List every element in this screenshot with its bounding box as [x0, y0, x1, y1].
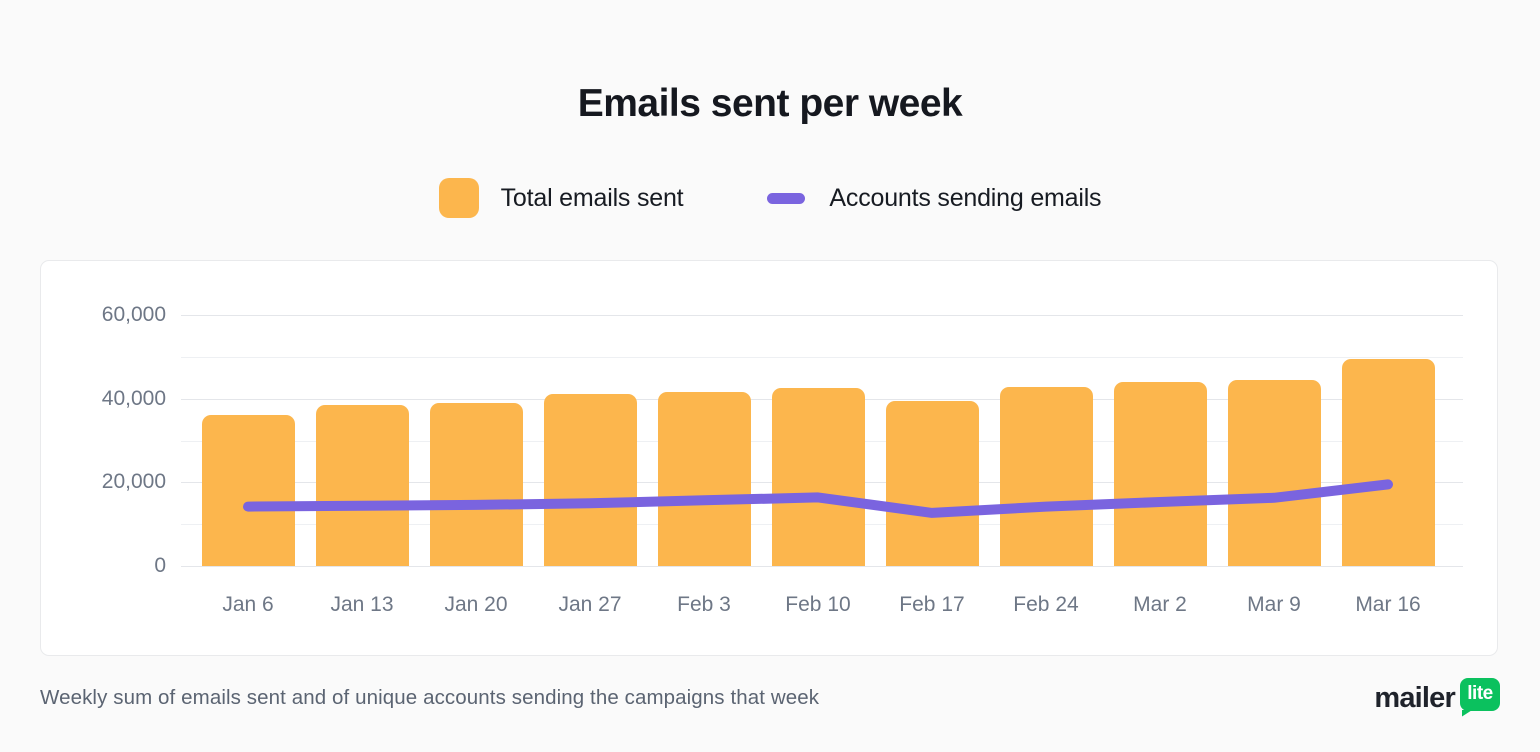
bar-feb-24[interactable]: [999, 386, 1093, 566]
bar-mar-16[interactable]: [1341, 359, 1435, 566]
y-tick-label-40000: 40,000: [101, 386, 166, 410]
legend-item-accounts-sending: Accounts sending emails: [767, 183, 1102, 213]
accounts-sending-line[interactable]: [243, 479, 1393, 518]
logo-text: mailer: [1374, 681, 1455, 714]
accounts-line-layer: [243, 479, 1393, 518]
footer-row: Weekly sum of emails sent and of unique …: [40, 676, 1500, 720]
legend-label-total-emails: Total emails sent: [500, 183, 684, 212]
gridline-50000: [181, 356, 1463, 358]
x-tick-label-jan-27: Jan 27: [558, 593, 622, 616]
legend-label-accounts-sending: Accounts sending emails: [829, 183, 1102, 212]
gridline-60000: [181, 315, 1463, 316]
x-tick-label-jan-6: Jan 6: [222, 593, 274, 616]
x-tick-label-feb-17: Feb 17: [899, 593, 965, 616]
x-tick-label-mar-9: Mar 9: [1247, 593, 1301, 616]
plot-area: 0 20,000 40,000 60,000 Jan 6 Jan 13 Jan 20 Jan …: [41, 261, 1497, 655]
x-tick-label-jan-20: Jan 20: [444, 593, 508, 616]
x-tick-label-feb-10: Feb 10: [785, 593, 851, 616]
y-tick-label-20000: 20,000: [101, 470, 166, 494]
x-tick-label-feb-3: Feb 3: [677, 593, 731, 616]
legend-item-total-emails: Total emails sent: [438, 178, 684, 218]
bar-jan-13[interactable]: [315, 405, 409, 566]
legend-line-swatch: [767, 192, 806, 204]
x-tick-label-feb-24: Feb 24: [1013, 593, 1079, 616]
gridline-0: [181, 566, 1463, 567]
chart-caption: Weekly sum of emails sent and of unique …: [40, 686, 820, 709]
logo-lite-badge: lite: [1460, 677, 1500, 711]
bar-mar-9[interactable]: [1227, 379, 1321, 566]
bar-feb-3[interactable]: [657, 391, 751, 566]
bar-feb-17[interactable]: [885, 401, 979, 566]
bar-jan-27[interactable]: [543, 394, 637, 566]
x-tick-label-jan-13: Jan 13: [330, 593, 394, 616]
mailerlite-logo: mailer lite: [1374, 677, 1500, 719]
chart-card: 0 20,000 40,000 60,000 Jan 6 Jan 13 Jan 20 Jan …: [40, 260, 1498, 656]
bar-jan-6[interactable]: [201, 414, 295, 566]
y-tick-label-0: 0: [154, 554, 166, 577]
bar-jan-20[interactable]: [429, 402, 523, 566]
chart-title: Emails sent per week: [577, 82, 963, 125]
y-tick-label-60000: 60,000: [101, 303, 166, 326]
x-tick-label-mar-2: Mar 2: [1133, 593, 1187, 616]
legend-bar-swatch: [438, 178, 479, 218]
legend: Total emails sent Accounts sending email…: [0, 178, 1540, 218]
x-tick-label-mar-16: Mar 16: [1355, 593, 1421, 616]
bar-mar-2[interactable]: [1113, 382, 1207, 566]
bar-feb-10[interactable]: [771, 388, 865, 566]
